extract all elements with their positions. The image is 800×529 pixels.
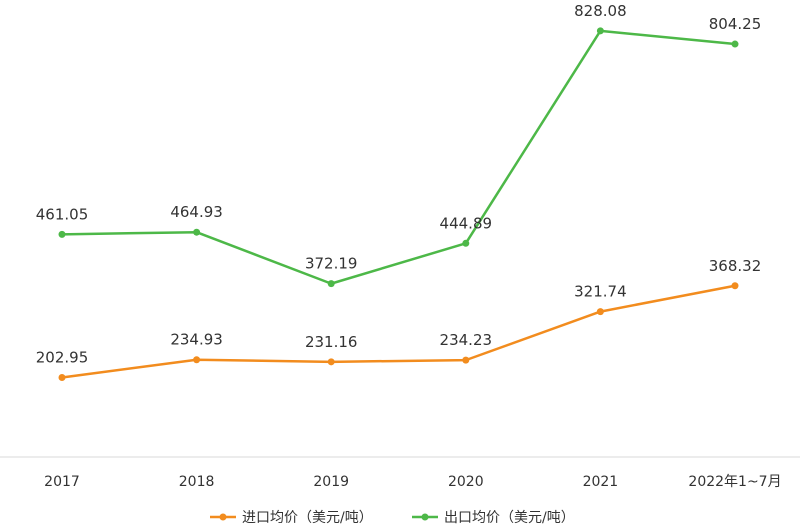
data-label: 234.23 — [440, 331, 493, 349]
data-label: 234.93 — [170, 331, 223, 349]
data-label: 368.32 — [709, 257, 762, 275]
legend: 进口均价（美元/吨） 出口均价（美元/吨） — [210, 510, 575, 526]
x-axis-ticks: 2017 2018 2019 2020 2021 2022年1~7月 — [44, 474, 781, 490]
data-label: 321.74 — [574, 283, 627, 301]
data-point — [193, 356, 201, 364]
legend-item: 出口均价（美元/吨） — [412, 510, 575, 526]
data-label: 828.08 — [574, 2, 627, 20]
data-point — [462, 356, 470, 364]
data-point — [58, 230, 66, 238]
x-tick-label: 2021 — [583, 474, 619, 490]
data-point — [58, 373, 66, 381]
series-import-price: 202.95 234.93 231.16 234.23 321.74 368.32 — [36, 257, 762, 381]
series-line — [60, 29, 737, 285]
series-line — [60, 284, 737, 379]
data-point — [731, 282, 739, 290]
data-point — [327, 280, 335, 288]
x-tick-label: 2018 — [179, 474, 215, 490]
data-label: 444.89 — [440, 214, 493, 232]
data-label: 231.16 — [305, 333, 358, 351]
x-tick-label: 2017 — [44, 474, 80, 490]
data-label: 464.93 — [170, 203, 223, 221]
legend-label: 出口均价（美元/吨） — [444, 510, 575, 526]
data-label: 461.05 — [36, 205, 89, 223]
legend-item: 进口均价（美元/吨） — [210, 510, 373, 526]
data-point — [596, 308, 604, 316]
data-label: 202.95 — [36, 348, 89, 366]
data-point — [731, 40, 739, 48]
data-point — [596, 27, 604, 35]
data-label: 372.19 — [305, 255, 358, 273]
data-point — [193, 228, 201, 236]
data-point — [327, 358, 335, 366]
legend-swatch-marker — [219, 513, 227, 521]
data-point — [462, 239, 470, 247]
data-label: 804.25 — [709, 15, 762, 33]
legend-label: 进口均价（美元/吨） — [242, 510, 373, 526]
series-export-price: 461.05 464.93 372.19 444.89 828.08 804.25 — [36, 2, 762, 288]
x-tick-label: 2022年1~7月 — [688, 474, 781, 490]
legend-swatch-marker — [421, 513, 429, 521]
x-tick-label: 2020 — [448, 474, 484, 490]
x-tick-label: 2019 — [313, 474, 349, 490]
